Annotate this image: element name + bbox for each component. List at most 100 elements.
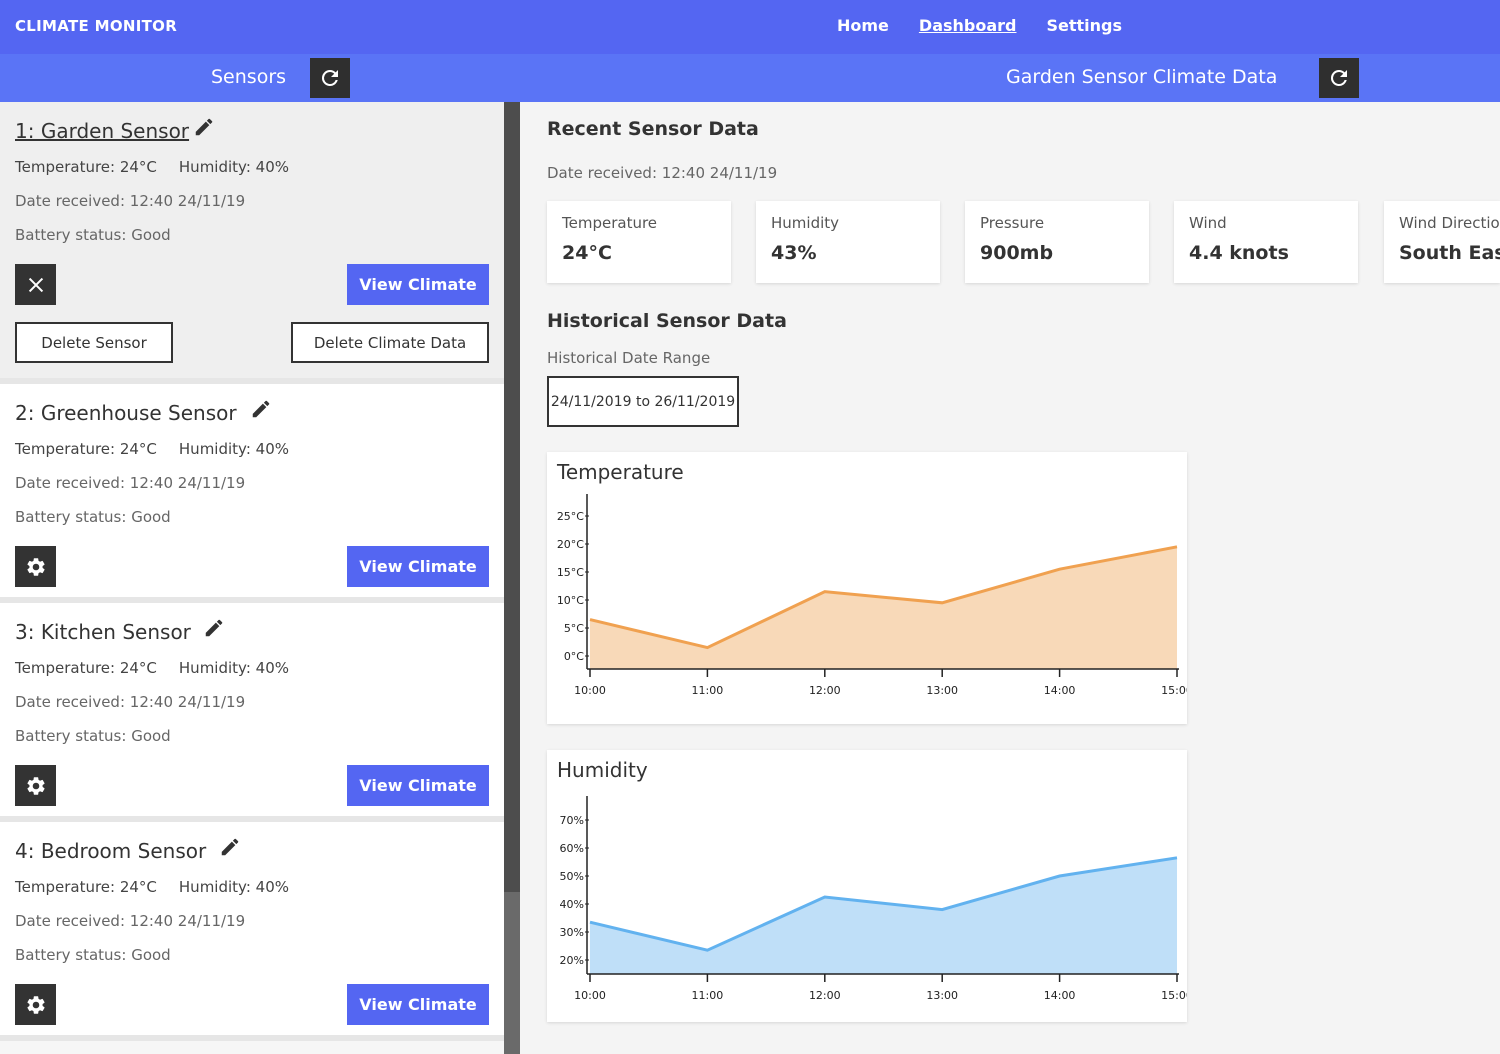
stat-value: 900mb <box>980 242 1054 264</box>
area-fill <box>590 546 1177 669</box>
temperature-reading: Temperature: 24°C <box>15 158 157 176</box>
x-tick-label: 14:00 <box>1044 684 1076 697</box>
section-header-bar: Sensors Garden Sensor Climate Data <box>0 54 1500 102</box>
gear-icon <box>26 776 45 795</box>
x-tick-label: 12:00 <box>809 989 841 1002</box>
refresh-icon <box>1330 69 1347 86</box>
nav-settings[interactable]: Settings <box>1046 16 1123 35</box>
sensor-card-garden[interactable]: 1: Garden Sensor Temperature: 24°C Humidi… <box>0 102 504 384</box>
sensor-name[interactable]: 1: Garden Sensor <box>15 119 190 143</box>
view-climate-button[interactable]: View Climate <box>347 546 489 587</box>
delete-climate-data-button[interactable]: Delete Climate Data <box>291 322 489 363</box>
stat-value: South East <box>1399 242 1500 264</box>
temperature-reading: Temperature: 24°C <box>15 878 157 896</box>
stat-value: 4.4 knots <box>1189 242 1289 264</box>
x-tick-label: 12:00 <box>809 684 841 697</box>
temperature-reading: Temperature: 24°C <box>15 440 157 458</box>
sensors-title: Sensors <box>211 66 287 88</box>
settings-button[interactable] <box>15 765 56 806</box>
y-tick-label: 20°C <box>557 538 584 551</box>
date-received: Date received: 12:40 24/11/19 <box>15 192 246 210</box>
view-climate-button[interactable]: View Climate <box>347 264 489 305</box>
humidity-reading: Humidity: 40% <box>178 659 289 677</box>
close-button[interactable] <box>15 264 56 305</box>
edit-pencil-icon[interactable] <box>250 398 272 420</box>
climate-data-title: Garden Sensor Climate Data <box>1006 66 1278 88</box>
stat-card-pressure: Pressure 900mb <box>965 201 1149 283</box>
humidity-chart-svg: 20% 30% 40% 50% 60% 70% 10:00 11:00 12:00 13:00 14… <box>560 796 1187 1002</box>
refresh-icon <box>321 69 338 86</box>
temperature-chart-svg: 0°C 5°C 10°C 15°C 20°C 25°C 10:00 11:00 12:00 13:… <box>557 494 1187 697</box>
sensor-readings: Temperature: 24°C Humidity: 40% <box>15 440 289 458</box>
climate-data-panel: Recent Sensor Data Date received: 12:40 … <box>520 102 1500 1054</box>
view-climate-button[interactable]: View Climate <box>347 984 489 1025</box>
series-line <box>589 856 1178 952</box>
stat-label: Wind <box>1189 214 1227 232</box>
sensor-list: 1: Garden Sensor Temperature: 24°C Humidi… <box>0 102 504 1054</box>
edit-pencil-icon[interactable] <box>203 617 225 639</box>
app-title: CLIMATE MONITOR <box>15 17 178 35</box>
sensor-list-scrollbar[interactable] <box>504 102 520 1054</box>
stat-label: Temperature <box>562 214 658 232</box>
stat-value: 43% <box>771 242 817 264</box>
date-received: Date received: 12:40 24/11/19 <box>15 912 246 930</box>
top-navbar: CLIMATE MONITOR Home Dashboard Settings <box>0 0 1500 54</box>
sensor-card-greenhouse[interactable]: 2: Greenhouse Sensor Temperature: 24°C Hu… <box>0 384 504 603</box>
x-tick-label: 13:00 <box>926 989 958 1002</box>
battery-status: Battery status: Good <box>15 226 171 244</box>
sensor-name[interactable]: 4: Bedroom Sensor <box>15 839 207 863</box>
humidity-reading: Humidity: 40% <box>178 440 289 458</box>
y-tick-label: 30% <box>560 926 584 939</box>
delete-sensor-button[interactable]: Delete Sensor <box>15 322 173 363</box>
x-tick-label: 11:00 <box>692 989 724 1002</box>
x-tick-label: 10:00 <box>574 989 606 1002</box>
edit-pencil-icon[interactable] <box>193 116 215 138</box>
sensor-card-bedroom[interactable]: 4: Bedroom Sensor Temperature: 24°C Humid… <box>0 822 504 1041</box>
sensor-name[interactable]: 3: Kitchen Sensor <box>15 620 191 644</box>
close-icon <box>28 277 43 292</box>
edit-pencil-icon[interactable] <box>219 836 241 858</box>
stat-card-wind-direction: Wind Direction South East <box>1384 201 1500 283</box>
settings-button[interactable] <box>15 984 56 1025</box>
y-tick-label: 5°C <box>564 622 584 635</box>
stat-label: Humidity <box>771 214 840 232</box>
stat-card-humidity: Humidity 43% <box>756 201 940 283</box>
x-tick-label: 15:00 <box>1161 684 1187 697</box>
date-range-label: Historical Date Range <box>547 349 711 367</box>
temperature-chart: Temperature 0°C 5°C 10°C 15°C 20°C 25°C 10:00 1… <box>547 452 1187 724</box>
nav-dashboard[interactable]: Dashboard <box>918 16 1017 35</box>
area-fill <box>590 857 1177 974</box>
gear-icon <box>26 995 45 1014</box>
stat-label: Pressure <box>980 214 1045 232</box>
battery-status: Battery status: Good <box>15 946 171 964</box>
x-tick-label: 15:00 <box>1161 989 1187 1002</box>
stat-card-wind: Wind 4.4 knots <box>1174 201 1358 283</box>
y-tick-label: 10°C <box>557 594 584 607</box>
date-received: Date received: 12:40 24/11/19 <box>15 693 246 711</box>
stat-label: Wind Direction <box>1399 214 1500 232</box>
sensor-name[interactable]: 2: Greenhouse Sensor <box>15 401 237 425</box>
date-range-picker[interactable]: 24/11/2019 to 26/11/2019 <box>547 376 739 427</box>
y-tick-label: 15°C <box>557 566 584 579</box>
y-tick-label: 0°C <box>564 650 584 663</box>
y-tick-label: 40% <box>560 898 584 911</box>
series-line <box>589 545 1178 650</box>
settings-button[interactable] <box>15 546 56 587</box>
stat-value: 24°C <box>562 242 612 264</box>
view-climate-button[interactable]: View Climate <box>347 765 489 806</box>
stat-card-temperature: Temperature 24°C <box>547 201 731 283</box>
y-tick-label: 60% <box>560 842 584 855</box>
chart-title: Humidity <box>557 758 648 782</box>
refresh-climate-button[interactable] <box>1319 58 1359 98</box>
gear-icon <box>26 557 45 576</box>
x-tick-label: 13:00 <box>926 684 958 697</box>
y-tick-label: 50% <box>560 870 584 883</box>
x-tick-label: 10:00 <box>574 684 606 697</box>
refresh-sensors-button[interactable] <box>310 58 350 98</box>
date-received: Date received: 12:40 24/11/19 <box>15 474 246 492</box>
humidity-chart: Humidity 20% 30% 40% 50% 60% 70% 10:00 11:00 12:… <box>547 750 1187 1022</box>
scrollbar-thumb[interactable] <box>504 892 520 1054</box>
sensor-card-kitchen[interactable]: 3: Kitchen Sensor Temperature: 24°C Humid… <box>0 603 504 822</box>
nav-home[interactable]: Home <box>837 16 889 35</box>
sensor-readings: Temperature: 24°C Humidity: 40% <box>15 659 289 677</box>
